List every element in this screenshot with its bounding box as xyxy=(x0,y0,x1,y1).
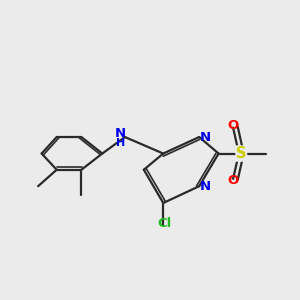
Text: S: S xyxy=(236,146,247,161)
Text: O: O xyxy=(227,174,239,188)
Text: H: H xyxy=(116,138,125,148)
Text: N: N xyxy=(115,127,126,140)
Text: N: N xyxy=(200,130,211,143)
Text: O: O xyxy=(227,119,239,132)
Text: N: N xyxy=(200,180,211,193)
Text: Cl: Cl xyxy=(158,217,172,230)
